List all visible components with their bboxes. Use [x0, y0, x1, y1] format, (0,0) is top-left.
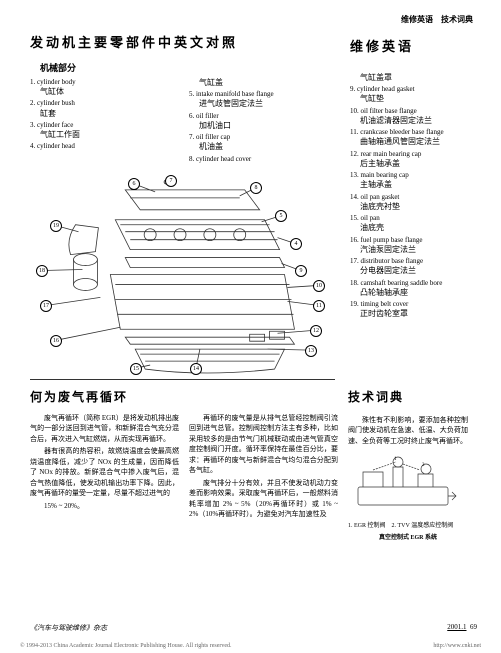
term-item: 8. cylinder head cover — [189, 155, 340, 164]
term-item: 13. main bearing cap主轴承盖 — [350, 171, 470, 190]
section-label: 机械部分 — [40, 61, 340, 74]
diagram-callout: 18 — [36, 265, 48, 277]
term-item: 气缸盖罩 — [350, 73, 470, 83]
diagram-callout: 12 — [310, 325, 322, 337]
diagram-callout: 10 — [313, 280, 325, 292]
term-item: 9. cylinder head gasket气缸垫 — [350, 85, 470, 104]
diagram-callout: 11 — [313, 300, 325, 312]
diagram-callout: 15 — [130, 363, 142, 375]
terms-upper: 1. cylinder body气缸体 2. cylinder bush缸套 3. … — [30, 78, 340, 166]
copyright-line: © 1994-2013 China Academic Journal Elect… — [20, 643, 481, 649]
diagram-callout: 13 — [305, 345, 317, 357]
term-item: 5. intake manifold base flange进气歧管固定法兰 — [189, 90, 340, 109]
svg-text:1: 1 — [394, 457, 397, 462]
article-title: 何为废气再循环 — [30, 388, 338, 405]
diagram-callout: 19 — [50, 220, 62, 232]
term-item: 12. rear main bearing cap后主轴承盖 — [350, 150, 470, 169]
dict-title: 技术词典 — [348, 388, 468, 405]
diagram-callout: 17 — [40, 300, 52, 312]
svg-text:2: 2 — [422, 463, 425, 468]
dict-caption-1: 1. EGR 控制阀 2. TVV 温度感应控制阀 — [348, 522, 468, 530]
engine-svg — [30, 170, 335, 379]
term-item: 3. cylinder face气缸工作面 — [30, 121, 181, 140]
diagram-callout: 6 — [128, 178, 140, 190]
diagram-callout: 5 — [275, 210, 287, 222]
term-item: 16. fuel pump base flange汽油泵固定法兰 — [350, 236, 470, 255]
term-item: 17. distributor base flange分电器固定法兰 — [350, 257, 470, 276]
footer-page: 69 — [470, 623, 477, 631]
article-body: 废气再循环（简称 EGR）是将发动机排出废气的一部分送回到进气管，和新鲜混合气充… — [30, 413, 338, 520]
term-item: 4. cylinder head — [30, 142, 181, 151]
dict-caption-2: 真空控制式 EGR 系统 — [348, 534, 468, 542]
term-item: 11. crankcase bleeder base flange曲轴箱通风管固… — [350, 128, 470, 147]
term-item: 19. timing belt cover正时齿轮室罩 — [350, 300, 470, 319]
diagram-callout: 14 — [190, 363, 202, 375]
page-footer: 《汽车与驾驶维修》杂志 2001.1 69 — [30, 623, 477, 633]
egr-system-diagram: 1 2 — [348, 452, 463, 517]
terms-right-list: 气缸盖罩 9. cylinder head gasket气缸垫 10. oil fi… — [350, 73, 470, 320]
footer-magazine: 《汽车与驾驶维修》杂志 — [30, 623, 107, 633]
diagram-callout: 9 — [295, 265, 307, 277]
term-item: 18. camshaft bearing saddle bore凸轮轴轴承座 — [350, 279, 470, 298]
term-item: 14. oil pan gasket油底壳衬垫 — [350, 193, 470, 212]
term-item: 7. oil filler cap机油盖 — [189, 133, 340, 152]
term-item: 1. cylinder body气缸体 — [30, 78, 181, 97]
diagram-callout: 16 — [50, 335, 62, 347]
term-item: 15. oil pan油底壳 — [350, 214, 470, 233]
footer-issue: 2001.1 — [447, 623, 466, 631]
term-item: 10. oil filter base flange机油滤清器固定法兰 — [350, 107, 470, 126]
side-title: 维修英语 — [350, 36, 470, 55]
term-item: 2. cylinder bush缸套 — [30, 99, 181, 118]
term-item: 6. oil filler加机油口 — [189, 112, 340, 131]
dict-body: 殊性有不利影响，要添加各种控制阀门使发动机在急速、低温、大负荷加速、全负荷等工况… — [348, 415, 468, 447]
engine-exploded-diagram: 6 7 8 5 4 9 19 18 17 16 15 14 10 11 12 13 — [30, 170, 335, 380]
diagram-callout: 7 — [165, 175, 177, 187]
main-title: 发动机主要零部件中英文对照 — [30, 32, 340, 51]
diagram-callout: 4 — [290, 238, 302, 250]
term-item: 气缸盖 — [189, 78, 340, 88]
header-breadcrumb: 维修英语 技术词典 — [401, 14, 473, 25]
diagram-callout: 8 — [250, 182, 262, 194]
